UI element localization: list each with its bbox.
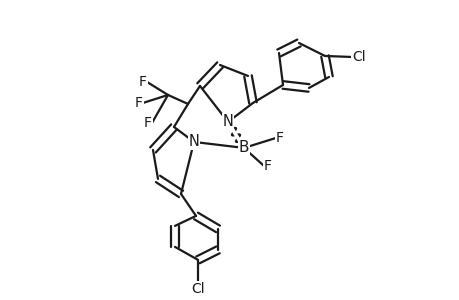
- Text: F: F: [263, 159, 271, 173]
- Text: F: F: [134, 96, 143, 110]
- Text: F: F: [139, 75, 147, 89]
- Text: B: B: [238, 140, 249, 155]
- Text: N: N: [188, 134, 199, 149]
- Text: F: F: [275, 131, 283, 145]
- Text: Cl: Cl: [191, 282, 204, 296]
- Text: F: F: [144, 116, 151, 130]
- Text: N: N: [222, 114, 233, 129]
- Text: Cl: Cl: [351, 50, 365, 64]
